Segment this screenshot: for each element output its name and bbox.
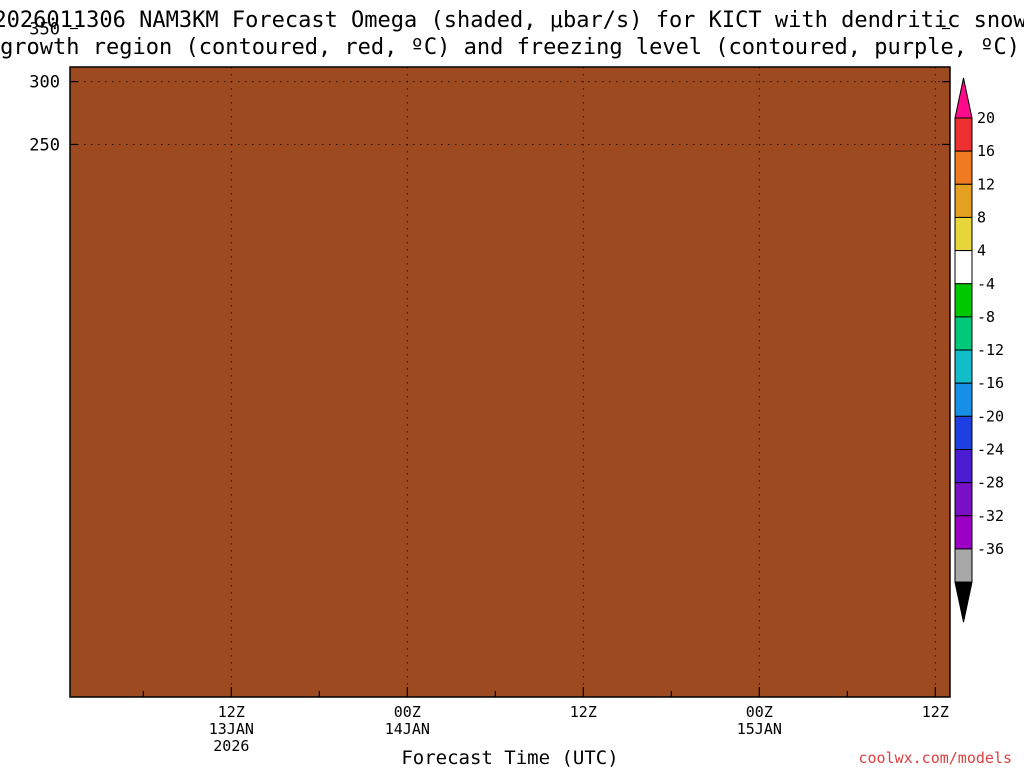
- colorbar-label-9: -20: [977, 407, 1004, 425]
- chart-title-line2: growth region (contoured, red, ºC) and f…: [0, 35, 1020, 60]
- x-tick-label-24-1: 00Z: [394, 703, 421, 721]
- colorbar-label-7: -12: [977, 341, 1004, 359]
- colorbar-swatch-9: [954, 382, 973, 417]
- x-tick-label-60-1: 12Z: [922, 703, 949, 721]
- colorbar-swatch-6: [954, 283, 973, 318]
- colorbar-label-12: -32: [977, 507, 1004, 525]
- terrain-below-ground: [70, 67, 950, 697]
- colorbar-swatch-11: [954, 449, 973, 484]
- colorbar-label-3: 8: [977, 208, 986, 226]
- x-tick-label-12-1: 12Z: [218, 703, 245, 721]
- x-tick-label-12-3: 2026: [213, 737, 249, 755]
- chart-title-line1: 2026011306 NAM3KM Forecast Omega (shaded…: [0, 8, 1024, 33]
- colorbar-label-10: -24: [977, 441, 1004, 459]
- colorbar-swatch-7: [954, 316, 973, 351]
- x-tick-label-48-2: 15JAN: [737, 720, 782, 738]
- colorbar-label-4: 4: [977, 242, 986, 260]
- colorbar-label-6: -8: [977, 308, 995, 326]
- y-tick-label-300: 300: [29, 73, 60, 93]
- colorbar-label-8: -16: [977, 374, 1004, 392]
- colorbar-label-11: -28: [977, 474, 1004, 492]
- colorbar-swatch-14: [954, 548, 973, 583]
- colorbar-swatch-1: [954, 117, 973, 152]
- x-tick-label-24-2: 14JAN: [385, 720, 430, 738]
- colorbar-arrow-bottom: [954, 581, 973, 623]
- x-tick-label-12-2: 13JAN: [209, 720, 254, 738]
- y-tick-label-250: 250: [29, 135, 60, 155]
- colorbar-arrow-top: [954, 77, 973, 119]
- pressure-axis: 2503003504004505005506006507007508008509…: [29, 20, 950, 155]
- y-tick-label-350: 350: [29, 20, 60, 40]
- grid-layer: [70, 67, 950, 697]
- colorbar-swatch-5: [954, 250, 973, 285]
- colorbar-swatch-10: [954, 415, 973, 451]
- colorbar-swatch-13: [954, 515, 973, 550]
- plot-frame: [69, 66, 951, 698]
- x-tick-label-36-1: 12Z: [570, 703, 597, 721]
- omega-colorbar: 20 16 12 8 4 -4 -8 -12 -16 -20 -24 -28 -32 -36: [954, 77, 1004, 623]
- colorbar-swatch-4: [954, 216, 973, 252]
- colorbar-label-1: 16: [977, 142, 995, 160]
- colorbar-label-5: -4: [977, 275, 995, 293]
- colorbar-label-0: 20: [977, 109, 995, 127]
- credit-text: coolwx.com/models: [858, 749, 1012, 767]
- plot-area: -18-18-120000: [70, 67, 950, 697]
- colorbar-swatch-2: [954, 150, 973, 185]
- colorbar-label-13: -36: [977, 540, 1004, 558]
- colorbar-swatch-8: [954, 349, 973, 384]
- colorbar-label-2: 12: [977, 175, 995, 193]
- x-tick-label-48-1: 00Z: [746, 703, 773, 721]
- colorbar-swatch-3: [954, 183, 973, 218]
- colorbar-swatch-12: [954, 482, 973, 517]
- x-axis-title: Forecast Time (UTC): [401, 747, 618, 768]
